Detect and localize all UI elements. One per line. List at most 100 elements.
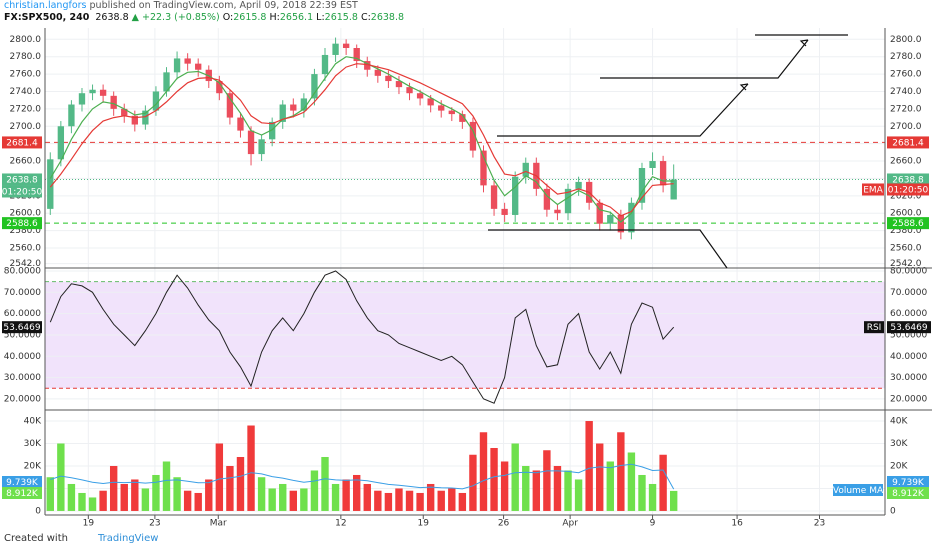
candle-body: [385, 75, 392, 82]
y-tick-label: 2660.0: [10, 157, 42, 167]
label-box: [887, 183, 929, 196]
volume-bar: [257, 477, 266, 511]
volume-bar: [268, 488, 276, 511]
volume-bar: [374, 490, 382, 511]
y-tick-label: 40.0000: [4, 352, 41, 362]
ohlc-value: 2638.8: [370, 11, 405, 23]
candle-body: [659, 161, 667, 186]
volume-bar: [289, 490, 297, 511]
candle-body: [564, 188, 572, 214]
volume-bar: [617, 432, 625, 511]
volume-bar: [458, 492, 467, 511]
ohlc-label: L:: [316, 11, 325, 23]
y-tick-label: 2740.0: [890, 87, 922, 97]
candle-body: [670, 179, 677, 200]
y-tick-label: 70.0000: [890, 288, 927, 298]
y-tick-label: 2660.0: [890, 157, 922, 167]
candle-body: [195, 63, 202, 70]
label-box-text: 2588.6: [892, 219, 924, 229]
volume-bar: [511, 443, 519, 511]
label-box: [2, 136, 42, 149]
y-tick-label: 2700.0: [10, 122, 42, 132]
label-box: [862, 183, 884, 196]
label-box: [2, 173, 42, 186]
label-box-text: 8.912K: [6, 489, 39, 499]
candle-body: [364, 61, 371, 70]
volume-bar: [353, 474, 361, 511]
y-tick-label: 20.0000: [4, 394, 41, 404]
label-box-text: 01:20:50: [2, 187, 43, 197]
candle-body: [628, 202, 635, 233]
volume-bar: [194, 492, 202, 511]
candle-body: [459, 114, 466, 122]
candle-body: [237, 117, 244, 131]
x-tick-label: 16: [731, 519, 743, 529]
label-box-text: 2588.6: [6, 219, 38, 229]
trend-line[interactable]: [600, 39, 809, 79]
volume-bar: [67, 483, 76, 511]
volume-bar: [120, 483, 128, 511]
y-tick-label: 30K: [890, 439, 908, 449]
label-box-text: 2638.8: [6, 175, 38, 185]
volume-bar: [448, 488, 456, 511]
x-tick-label: Apr: [562, 519, 578, 529]
x-tick-label: 12: [335, 519, 346, 529]
volume-bar: [522, 465, 530, 511]
volume-bar: [469, 454, 477, 511]
candle-body: [395, 81, 403, 88]
candle-body: [258, 139, 265, 155]
y-tick-label: 2600.0: [890, 209, 922, 219]
candle-body: [68, 104, 75, 127]
y-tick-label: 2760.0: [890, 70, 922, 80]
y-tick-label: 0: [890, 506, 896, 516]
x-tick-label: 9: [650, 519, 656, 529]
brand[interactable]: TradingView: [97, 533, 159, 544]
x-tick-label: Mar: [210, 519, 227, 529]
arrow-head: [799, 39, 809, 47]
published: published on TradingView.com, April 09, …: [89, 0, 358, 11]
y-tick-label: 50.0000: [4, 330, 41, 340]
candle-body: [47, 159, 54, 209]
candle-body: [522, 162, 529, 177]
trend-line[interactable]: [497, 83, 749, 137]
volume-bar: [342, 479, 350, 511]
header: christian.langfors published on TradingV…: [4, 0, 404, 23]
candle-body: [311, 74, 318, 99]
y-tick-label: 2800.0: [10, 35, 42, 45]
volume-bar: [131, 479, 139, 511]
volume-bar: [88, 497, 97, 511]
label-box-text: 9.739K: [6, 478, 39, 488]
volume-bar: [247, 425, 255, 511]
y-tick-label: 40K: [24, 417, 42, 427]
label-box: [887, 136, 929, 149]
ohlc-value: 2615.8: [324, 11, 358, 23]
volume-bar: [310, 470, 319, 511]
volume-bar: [363, 483, 371, 511]
volume-bar: [416, 492, 424, 511]
y-tick-label: 2560.0: [890, 244, 922, 254]
volume-bar: [596, 443, 604, 511]
label-box: [833, 484, 883, 496]
candle-body: [332, 43, 339, 55]
author[interactable]: christian.langfors: [4, 0, 87, 11]
symbol: FX:SPX500, 240: [4, 11, 90, 23]
ohlc-label: H:: [269, 11, 280, 23]
y-tick-label: 2740.0: [10, 87, 42, 97]
label-box: [2, 476, 42, 488]
candle-body: [216, 81, 223, 94]
y-tick-label: 2600.0: [10, 209, 42, 219]
volume-bar: [236, 456, 245, 511]
candle-body: [512, 176, 519, 215]
y-tick-label: 70.0000: [4, 288, 41, 298]
y-tick-label: 2620.0: [890, 191, 922, 201]
x-tick-label: 19: [83, 519, 95, 529]
y-tick-label: 2542.0: [890, 259, 922, 269]
candle-body: [607, 214, 614, 224]
candle-body: [152, 91, 160, 111]
candle-body: [99, 89, 107, 96]
volume-bar: [78, 492, 86, 511]
trend-line[interactable]: [488, 229, 728, 269]
volume-bar: [606, 461, 614, 511]
ema-line: [49, 63, 674, 217]
volume-bar: [395, 488, 403, 511]
